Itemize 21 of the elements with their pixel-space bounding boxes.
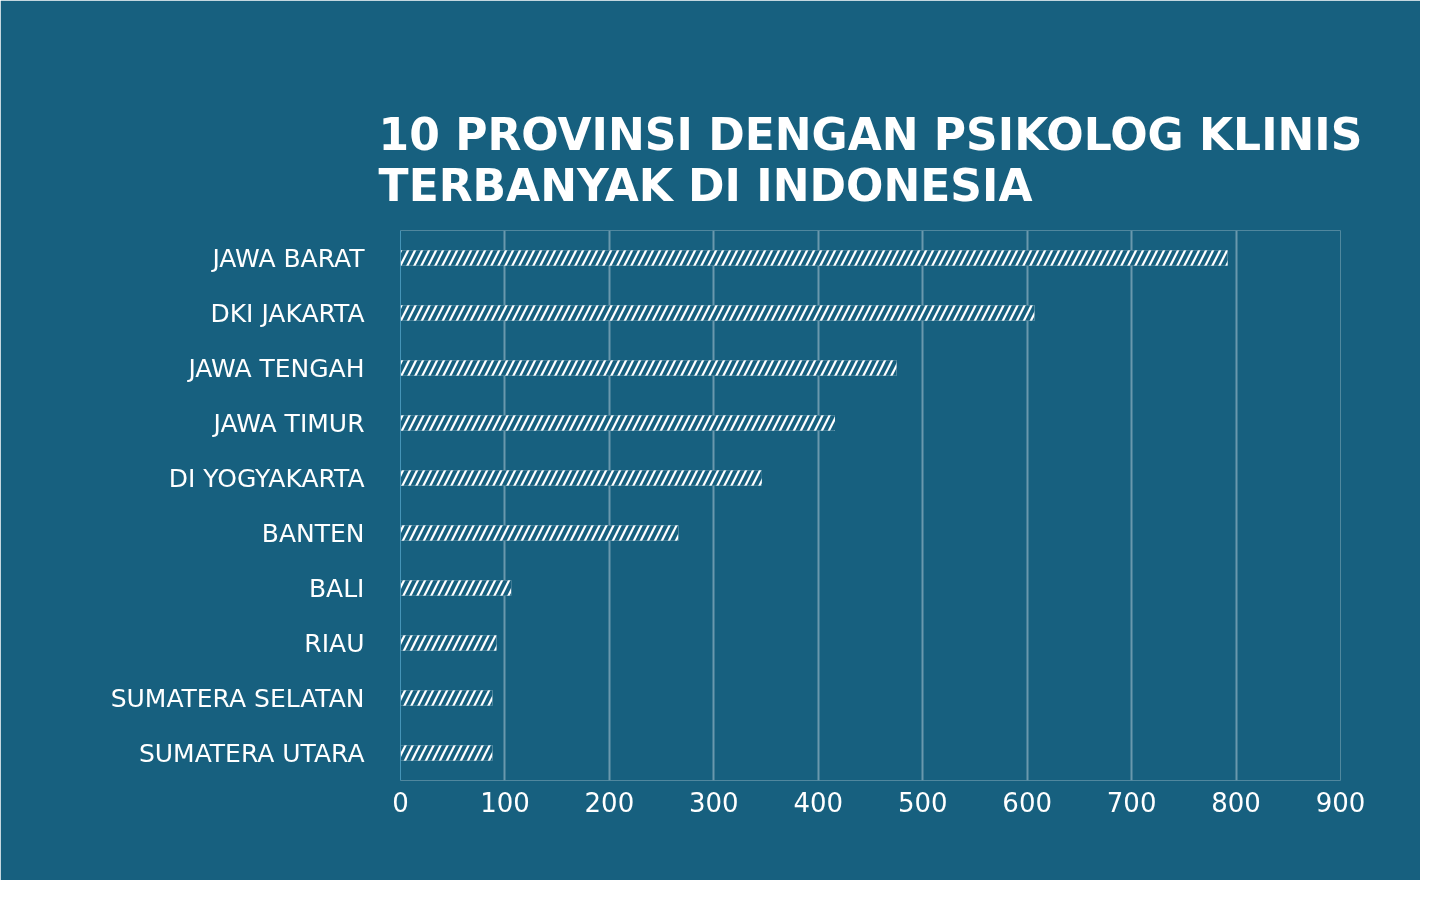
x-tick-label: 800	[1211, 787, 1261, 818]
chart-title: 10 PROVINSI DENGAN PSIKOLOG KLINIS TERBANYAK DI INDONESIA	[378, 108, 1363, 211]
x-tick-label: 400	[793, 787, 844, 818]
y-tick-label: JAWA TIMUR	[211, 408, 365, 438]
y-tick-label: BANTEN	[261, 518, 365, 548]
y-tick-label: JAWA TENGAH	[186, 353, 365, 383]
y-tick-label: JAWA BARAT	[210, 243, 366, 273]
y-tick-label: DI YOGYAKARTA	[168, 463, 365, 493]
y-tick-label: SUMATERA UTARA	[138, 738, 365, 768]
x-tick-label: 500	[897, 787, 948, 818]
x-tick-label: 200	[584, 787, 635, 818]
x-tick-label: 700	[1106, 787, 1157, 818]
x-tick-label: 900	[1315, 787, 1366, 818]
y-tick-label: DKI JAKARTA	[210, 298, 365, 328]
x-tick-label: 0	[392, 787, 409, 818]
y-tick-label: BALI	[308, 573, 365, 603]
y-tick-label: SUMATERA SELATAN	[110, 683, 365, 713]
x-tick-label: 100	[480, 787, 530, 818]
y-tick-label: RIAU	[304, 628, 365, 658]
x-tick-label: 600	[1002, 787, 1052, 818]
x-tick-label: 300	[689, 787, 739, 818]
